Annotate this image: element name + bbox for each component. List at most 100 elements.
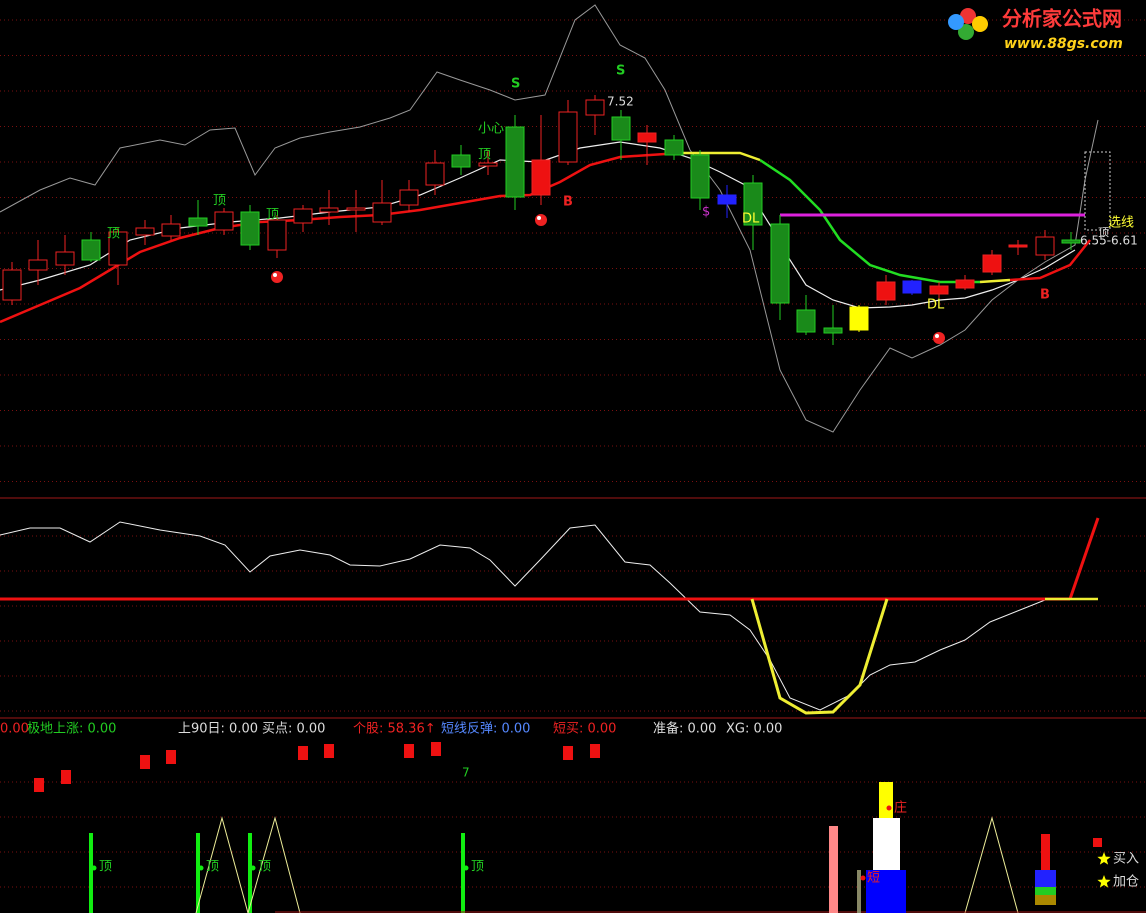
legend-star [1097,875,1111,888]
signal-dot [250,865,256,871]
bar [829,826,838,913]
candle-body [770,223,790,304]
candle-body [425,162,445,186]
candle-body [823,327,843,334]
signal-bar [196,833,200,913]
candle-body [28,259,48,271]
candle-body [1061,239,1081,244]
signal-dot [860,875,866,881]
legend-item: 加仓 [1113,875,1139,890]
marker-shine [537,216,541,220]
candle-body [743,182,763,226]
indicator-item: 短买: 0.00 [553,722,616,737]
bar [1035,870,1056,887]
signal: $ [702,205,710,220]
signal: 顶 [107,227,120,242]
trend-line [979,278,1011,284]
price-label: 7.52 [607,95,634,109]
indicator-item: 短线反弹: 0.00 [441,722,530,737]
oscillator-dip [750,598,889,715]
candle-body [346,207,366,211]
bar [879,782,893,818]
bar [1035,887,1056,895]
signal: S [616,64,625,79]
indicator-item: 买点: 0.00 [262,722,325,737]
logo-url: www.88gs.com [1004,36,1123,52]
triangle-signal [964,816,1019,913]
signal-block [166,750,176,764]
signal: 顶 [213,194,226,209]
trend-line [0,151,681,324]
signal: 顶 [99,860,112,875]
indicator-item: 个股: 58.36↑ [353,722,436,737]
signal-block [404,744,414,758]
signal-bar [461,833,465,913]
oscillator-line [0,521,1071,711]
candle-body [240,211,260,246]
signal-dot [91,865,97,871]
legend-swatch [1093,838,1102,847]
bar [1041,834,1050,870]
bar [1035,895,1056,905]
bottom-annotations: 7 顶 顶 顶 顶 庄 短 买入 加仓 [99,766,1139,890]
logo-petal [960,8,976,24]
signal-dot [886,805,892,811]
price-range: 6.55-6.61 [1080,234,1138,248]
logo-petal [958,24,974,40]
signal-block [563,746,573,760]
candle-body [372,202,392,223]
candle-body [267,219,287,251]
candle-body [531,159,551,196]
signal: S [511,77,520,92]
signal-dot [198,865,204,871]
legend-item: 买入 [1113,852,1139,867]
trend-line [1009,239,1091,282]
signal: 庄 [894,800,907,816]
bar [857,870,861,913]
signal: 顶 [1098,226,1109,239]
count-label: 7 [462,766,470,780]
candle-body [188,217,208,227]
logo-text: 分析家公式网 [1002,7,1122,31]
candle-body [135,227,155,236]
indicator-item: 上90日: 0.00 [178,722,258,737]
signal-block [61,770,71,784]
bar [873,818,900,870]
signal-block [298,746,308,760]
trend-line [759,158,980,284]
indicator-item: 极地上涨: 0.00 [27,722,116,737]
marker-shine [935,334,939,338]
signal: 选线 [1108,216,1134,231]
candle-body [902,280,922,294]
signal: 顶 [478,148,491,163]
signal-bar [248,833,252,913]
signal: 顶 [206,860,219,875]
signal: 顶 [266,208,279,223]
signal-dot [463,865,469,871]
candle-body [637,132,657,143]
candle-body [478,162,498,167]
signal: 顶 [258,860,271,875]
signal-bar [89,833,93,913]
candle-body [929,285,949,295]
band-line [0,4,1099,433]
signal-block [140,755,150,769]
marker-shine [273,273,277,277]
candle-body [214,211,234,231]
shapes [0,4,1146,913]
signal-block [431,742,441,756]
candle-body [849,306,869,331]
logo: 分析家公式网 www.88gs.com [948,7,1123,52]
legend-star [1097,852,1111,865]
candle-body [2,269,22,301]
candle-body [505,126,525,198]
candle-body [1035,236,1055,256]
main-annotations: S S 7.52 小心 顶 顶 顶 顶 顶 B B $ DL DL 选线 6.5… [107,64,1138,313]
candle-body [955,279,975,289]
signal: DL [927,298,945,313]
logo-petal [972,16,988,32]
signal-block [324,744,334,758]
candle-body [664,139,684,156]
indicator-bar: 0.00 极地上涨: 0.00 上90日: 0.00 买点: 0.00 个股: … [0,721,782,737]
candle-body [717,194,737,205]
